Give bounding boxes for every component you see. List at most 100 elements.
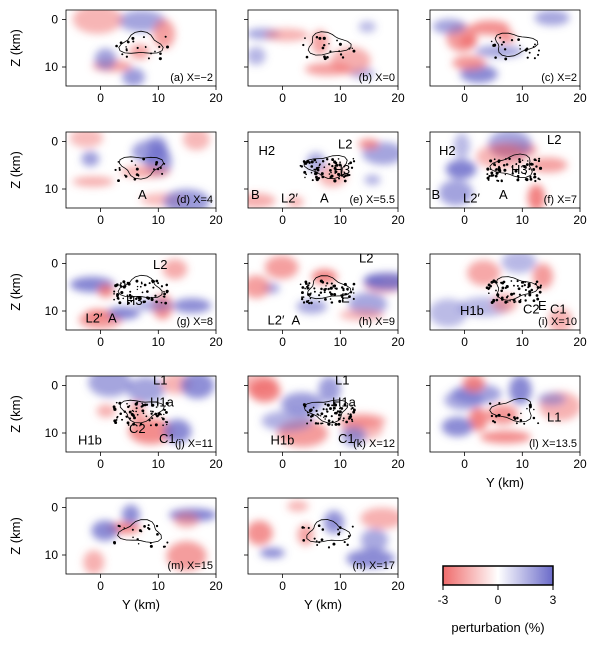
hypocenter	[340, 407, 344, 410]
hypocenter	[323, 291, 326, 294]
hypocenter	[339, 53, 343, 56]
negative-anomaly	[311, 29, 329, 56]
hypocenter	[154, 412, 157, 416]
hypocenter	[490, 414, 494, 418]
hypocenter	[500, 281, 503, 284]
hypocenter	[135, 297, 138, 301]
hypocenter	[130, 300, 133, 303]
perturbation-field	[432, 10, 570, 84]
hypocenter	[332, 542, 336, 546]
hypocenter	[135, 167, 139, 171]
hypocenter	[526, 56, 529, 59]
hypocenter	[486, 167, 490, 171]
hypocenter	[307, 284, 310, 287]
hypocenter	[536, 286, 540, 289]
hypocenter	[533, 172, 537, 176]
panel-label: (d) X=4	[177, 194, 213, 206]
hypocenter	[324, 403, 327, 406]
y-tick-label: 10	[334, 91, 348, 105]
hypocenter	[338, 42, 342, 46]
y-tick-label: 20	[209, 579, 223, 593]
hypocenter	[147, 57, 150, 60]
hypocenter	[158, 57, 162, 61]
hypocenter	[325, 285, 327, 287]
hypocenter	[321, 46, 325, 50]
negative-anomaly	[532, 263, 554, 289]
hypocenter	[519, 418, 523, 422]
hypocenter	[524, 294, 527, 297]
hypocenter	[343, 403, 347, 406]
negative-anomaly	[69, 132, 104, 148]
hypocenter	[165, 423, 168, 426]
hypocenter	[311, 414, 314, 417]
hypocenter	[328, 173, 331, 175]
panel-border	[65, 131, 217, 209]
y-tick-label: 10	[152, 457, 166, 471]
hypocenter	[315, 540, 318, 543]
hypocenter	[337, 417, 341, 421]
feature-annotation: E	[538, 298, 547, 313]
panel-8: 0 10 20 (h) X=9 L2 E L2′ A	[244, 250, 405, 349]
negative-anomaly	[120, 165, 171, 178]
hypocenter	[127, 424, 130, 426]
positive-anomaly	[81, 151, 100, 167]
hypocenter	[334, 287, 337, 290]
hypocenter	[338, 410, 342, 414]
hypocenter	[503, 168, 507, 172]
hypocenter	[329, 175, 332, 179]
hypocenter	[348, 47, 351, 50]
hypocenter	[333, 402, 336, 405]
hypocenter	[150, 52, 152, 55]
panel-2: 0 10 20 (b) X=0	[244, 9, 405, 105]
contour-line	[119, 399, 165, 424]
hypocenter	[151, 410, 154, 413]
hypocenter	[163, 413, 165, 416]
hypocenter	[133, 177, 137, 181]
negative-anomaly	[452, 55, 486, 71]
y-tick-label: 20	[391, 579, 405, 593]
hypocenter	[302, 43, 305, 47]
hypocenter	[141, 402, 143, 405]
panel-14: 0 10 20 (n) X=17	[244, 497, 405, 593]
hypocenter	[156, 532, 159, 536]
hypocenter	[308, 301, 311, 305]
contour-line	[489, 153, 533, 178]
y-tick-label: 0	[279, 335, 286, 349]
negative-anomaly	[83, 550, 105, 574]
y-tick-label: 0	[279, 213, 286, 227]
negative-anomaly	[248, 193, 276, 208]
hypocenter	[528, 405, 532, 409]
feature-annotation: B	[432, 187, 441, 202]
hypocenter	[326, 55, 329, 59]
positive-anomaly	[94, 48, 117, 70]
hypocenter	[343, 541, 346, 544]
hypocenter	[325, 408, 328, 411]
hypocenter	[165, 283, 169, 287]
contour-line	[307, 31, 352, 56]
y-tick-label: 10	[516, 213, 530, 227]
hypocenter	[114, 284, 118, 288]
hypocenter	[529, 162, 533, 166]
panel-border	[429, 131, 581, 209]
negative-anomaly	[475, 144, 527, 170]
hypocenter	[156, 167, 160, 171]
hypocenter	[302, 539, 306, 542]
hypocenter	[117, 161, 120, 163]
contour-line	[306, 275, 352, 300]
hypocenter	[516, 174, 520, 178]
hypocenter	[352, 410, 356, 414]
negative-anomaly	[96, 404, 116, 418]
hypocenter	[165, 401, 169, 405]
hypocenter	[123, 410, 127, 413]
y-tick-label: 0	[97, 579, 104, 593]
hypocenter	[323, 415, 326, 417]
z-axis-label: Z (km)	[8, 273, 23, 311]
hypocenter	[308, 293, 312, 296]
feature-annotation: H1a	[150, 394, 175, 409]
positive-anomaly	[180, 376, 215, 399]
feature-annotation: L1	[335, 372, 349, 387]
hypocenter	[299, 283, 302, 286]
hypocenter	[328, 43, 330, 45]
feature-annotation: L2	[547, 132, 561, 147]
hypocenter	[310, 301, 313, 305]
